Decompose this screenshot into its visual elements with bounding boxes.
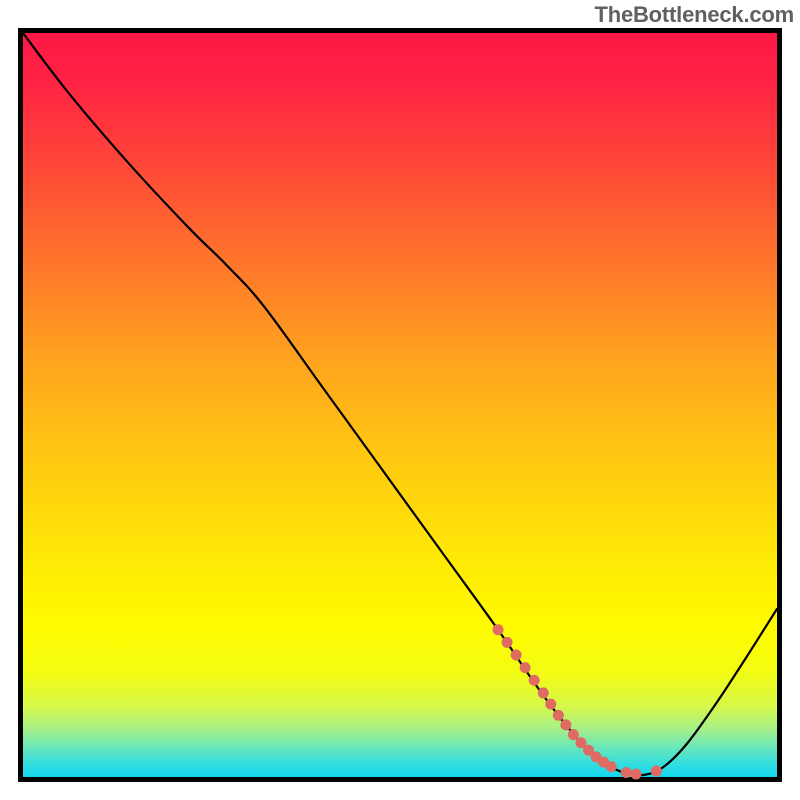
chart-container: TheBottleneck.com (0, 0, 800, 800)
watermark-text: TheBottleneck.com (594, 2, 794, 28)
plot-frame (18, 28, 782, 782)
